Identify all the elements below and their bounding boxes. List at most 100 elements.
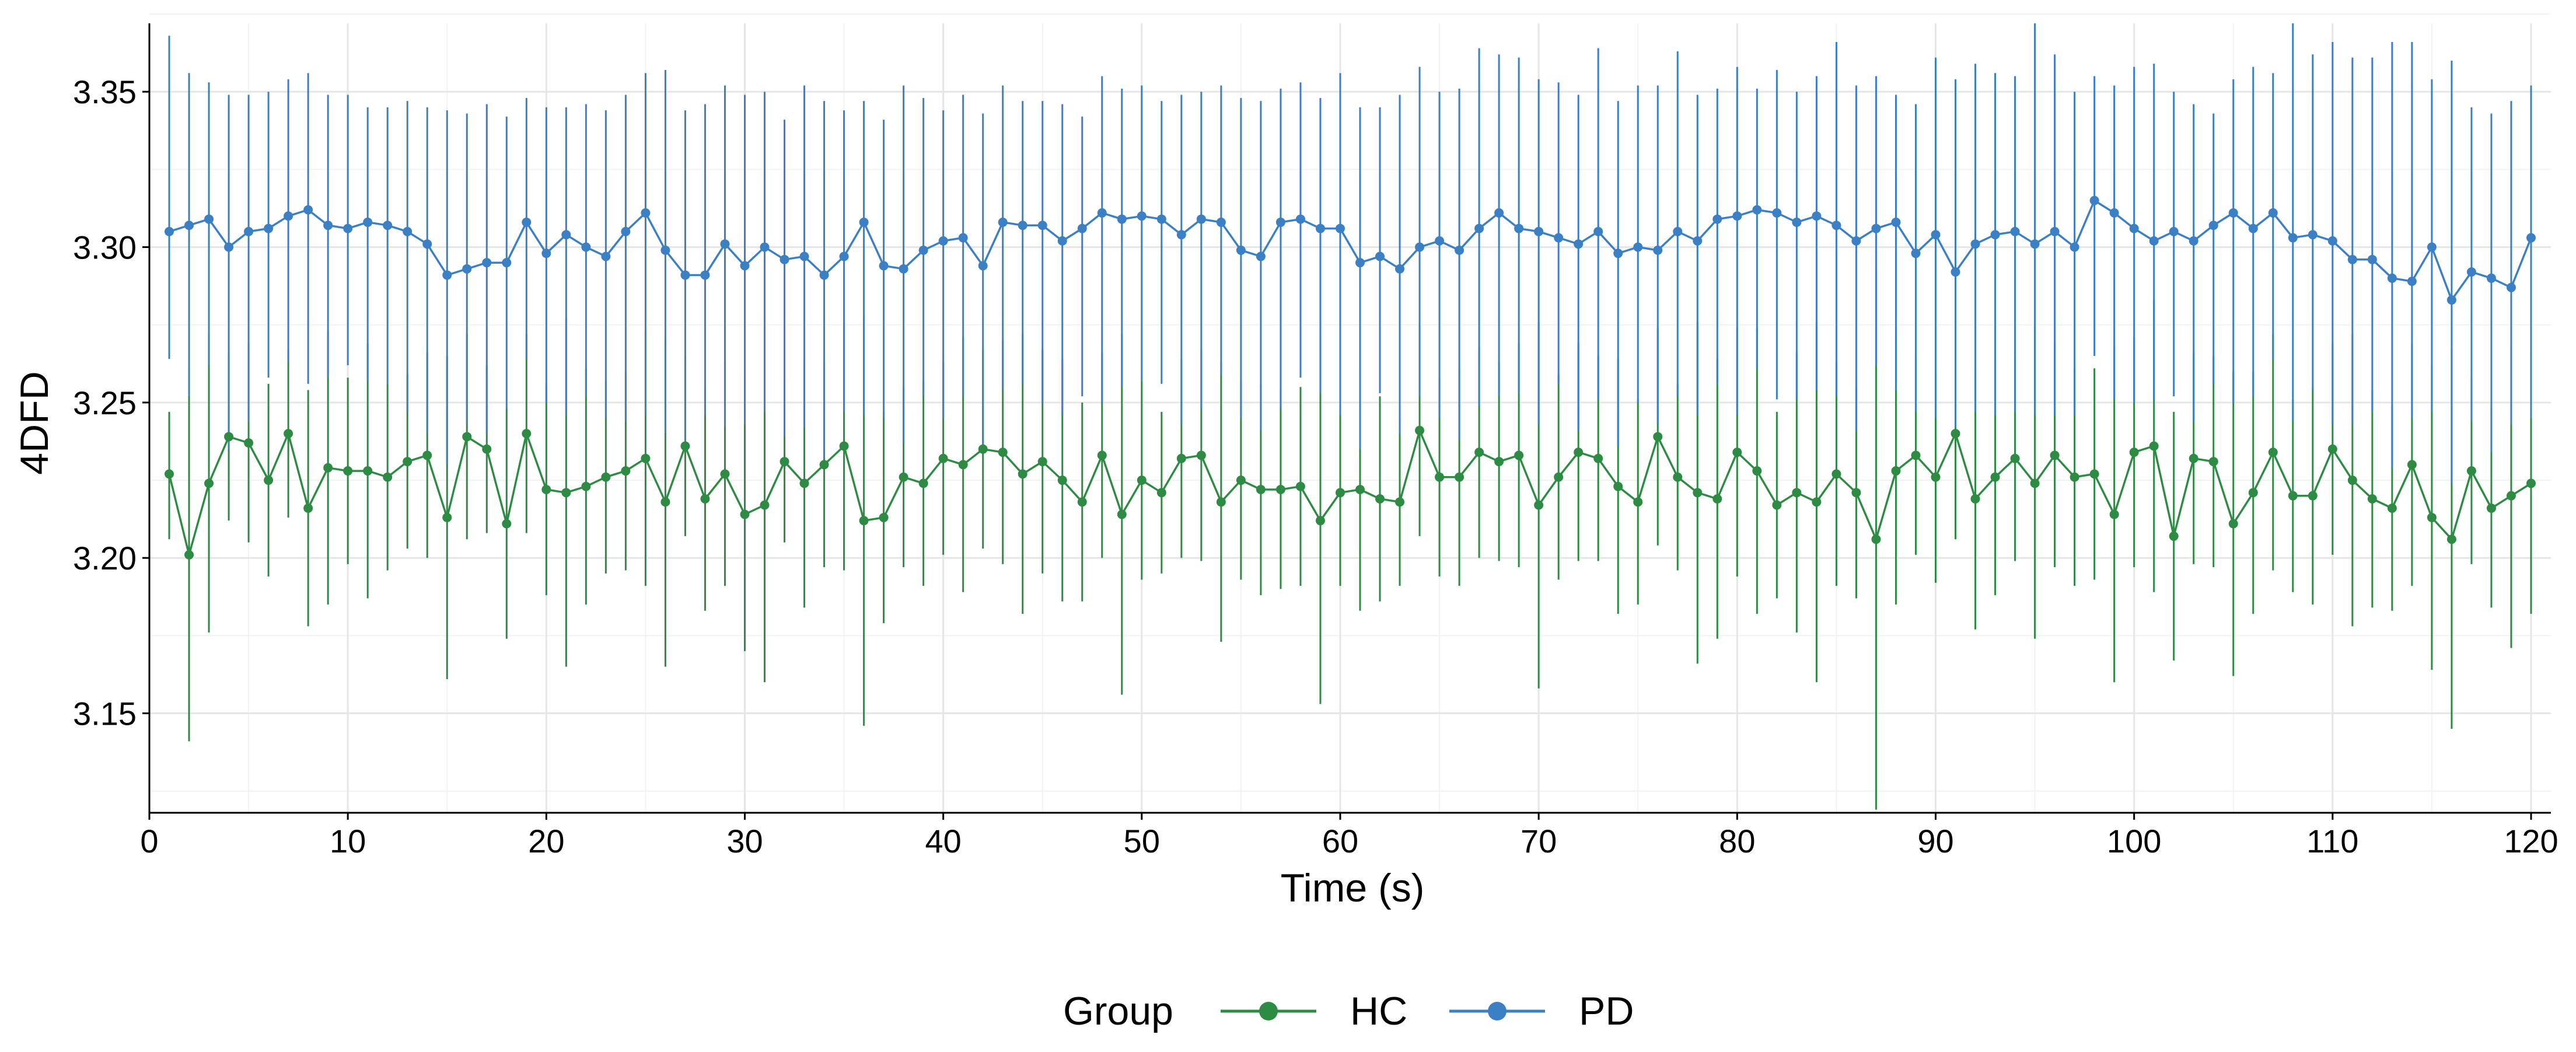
data-point-pd (541, 249, 551, 258)
data-point-hc (343, 466, 353, 476)
x-tick-label: 10 (330, 823, 366, 859)
data-point-pd (1435, 236, 1445, 246)
data-point-hc (2189, 453, 2198, 463)
data-point-hc (1295, 481, 1305, 491)
data-point-pd (1176, 230, 1186, 240)
data-point-hc (978, 444, 988, 454)
data-point-pd (938, 236, 948, 246)
data-point-hc (1156, 488, 1166, 498)
x-tick-label: 120 (2504, 823, 2558, 859)
data-point-hc (1236, 476, 1246, 485)
data-point-pd (383, 221, 393, 230)
data-point-hc (2208, 457, 2218, 467)
x-tick-label: 110 (2306, 823, 2358, 859)
data-point-pd (1375, 251, 1385, 261)
data-point-pd (819, 270, 829, 280)
x-tick-label: 80 (1719, 823, 1755, 859)
x-tick-label: 60 (1322, 823, 1358, 859)
data-point-pd (978, 261, 988, 271)
data-point-hc (1772, 500, 1782, 510)
data-point-pd (1693, 236, 1703, 246)
data-point-hc (224, 432, 234, 442)
data-point-pd (1455, 245, 1464, 255)
data-point-hc (1435, 472, 1445, 482)
data-point-pd (1216, 217, 1226, 227)
data-point-pd (2189, 236, 2198, 246)
x-tick-label: 90 (1917, 823, 1953, 859)
data-point-hc (1990, 472, 2000, 482)
data-point-pd (1256, 251, 1266, 261)
data-point-hc (1375, 494, 1385, 504)
data-point-hc (780, 457, 789, 467)
data-point-pd (1156, 214, 1166, 224)
data-point-hc (2327, 444, 2337, 454)
data-point-pd (502, 258, 512, 268)
data-point-pd (1653, 245, 1663, 255)
gridlines (148, 13, 2551, 813)
data-point-hc (1018, 469, 1027, 479)
data-point-hc (184, 550, 194, 560)
data-point-hc (1812, 497, 1822, 507)
data-point-hc (1117, 509, 1127, 519)
data-point-hc (165, 469, 174, 479)
data-point-hc (264, 476, 274, 485)
data-point-hc (1831, 469, 1841, 479)
data-point-hc (2228, 519, 2238, 529)
data-point-hc (284, 429, 293, 439)
data-point-pd (482, 258, 492, 268)
data-point-hc (1415, 425, 1425, 435)
data-point-hc (1752, 466, 1762, 476)
data-point-hc (482, 444, 492, 454)
data-point-pd (2347, 254, 2357, 264)
x-tick-label: 100 (2107, 823, 2161, 859)
data-point-hc (2367, 494, 2377, 504)
data-point-hc (422, 450, 432, 460)
data-point-pd (760, 242, 770, 252)
data-point-hc (502, 519, 512, 529)
data-point-hc (760, 500, 770, 510)
data-point-pd (422, 239, 432, 249)
data-point-hc (2268, 448, 2278, 457)
data-point-pd (660, 245, 670, 255)
data-point-hc (720, 469, 730, 479)
data-point-hc (641, 453, 651, 463)
data-point-pd (363, 217, 373, 227)
data-point-hc (2169, 531, 2179, 541)
data-point-pd (1911, 249, 1921, 258)
x-tick-label: 50 (1124, 823, 1160, 859)
data-point-pd (1395, 264, 1405, 274)
data-point-pd (2228, 208, 2238, 218)
data-point-pd (1574, 239, 1584, 249)
data-point-hc (1712, 494, 1722, 504)
x-axis-title: Time (s) (1281, 866, 1425, 910)
data-point-hc (323, 463, 333, 473)
data-point-hc (1335, 488, 1345, 498)
data-point-pd (641, 208, 651, 218)
data-point-pd (1593, 226, 1603, 236)
data-point-hc (541, 485, 551, 495)
x-tick-label: 70 (1521, 823, 1557, 859)
legend-label-pd: PD (1579, 989, 1634, 1033)
data-point-hc (581, 481, 591, 491)
data-point-pd (204, 214, 214, 224)
data-point-pd (1970, 239, 1980, 249)
data-point-pd (2089, 195, 2099, 205)
data-point-hc (918, 478, 928, 488)
data-point-pd (2526, 233, 2536, 243)
data-point-hc (2149, 441, 2159, 451)
data-point-hc (1891, 466, 1901, 476)
legend-title: Group (1063, 989, 1173, 1033)
data-point-pd (1831, 221, 1841, 230)
data-point-hc (2030, 478, 2040, 488)
data-point-pd (1871, 223, 1881, 233)
data-point-hc (1137, 476, 1147, 485)
data-point-hc (2407, 460, 2417, 470)
data-point-hc (1514, 450, 1524, 460)
data-point-hc (1693, 488, 1703, 498)
data-point-hc (2129, 448, 2139, 457)
data-point-pd (1137, 211, 1147, 221)
data-point-pd (1891, 217, 1901, 227)
data-point-hc (2070, 472, 2079, 482)
data-point-hc (2486, 503, 2496, 513)
